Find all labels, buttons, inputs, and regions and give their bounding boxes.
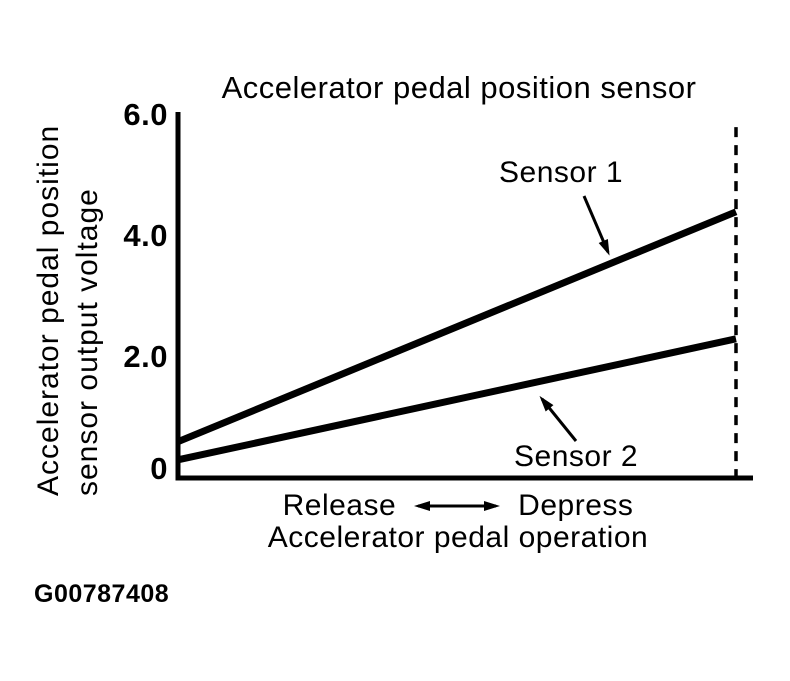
sensor2-pointer-arrow xyxy=(539,395,578,442)
y-axis-label-line1: Accelerator pedal position xyxy=(32,124,65,496)
release-depress-double-arrow-icon xyxy=(414,501,501,511)
sensor2-label: Sensor 2 xyxy=(514,440,639,473)
chart-title: Accelerator pedal position sensor xyxy=(221,70,697,105)
figure-code: G00787408 xyxy=(34,580,170,608)
depress-label: Depress xyxy=(518,489,634,522)
sensor1-pointer-arrow xyxy=(582,195,610,256)
y-tick-label: 0 xyxy=(150,451,168,486)
y-axis-label-line2: sensor output voltage xyxy=(71,188,104,496)
sensor1-line xyxy=(176,208,738,445)
release-label: Release xyxy=(282,489,397,522)
y-axis-label: Accelerator pedal position sensor output… xyxy=(29,84,107,496)
sensor1-label: Sensor 1 xyxy=(499,156,624,189)
y-tick-label: 6.0 xyxy=(123,97,168,132)
x-axis-label: Accelerator pedal operation xyxy=(267,521,649,554)
x-direction-row: Release Depress xyxy=(178,489,738,523)
y-tick-label: 2.0 xyxy=(123,339,168,374)
sensor2-line xyxy=(177,335,737,464)
y-tick-label: 4.0 xyxy=(123,218,168,253)
axis-lines xyxy=(175,112,753,481)
